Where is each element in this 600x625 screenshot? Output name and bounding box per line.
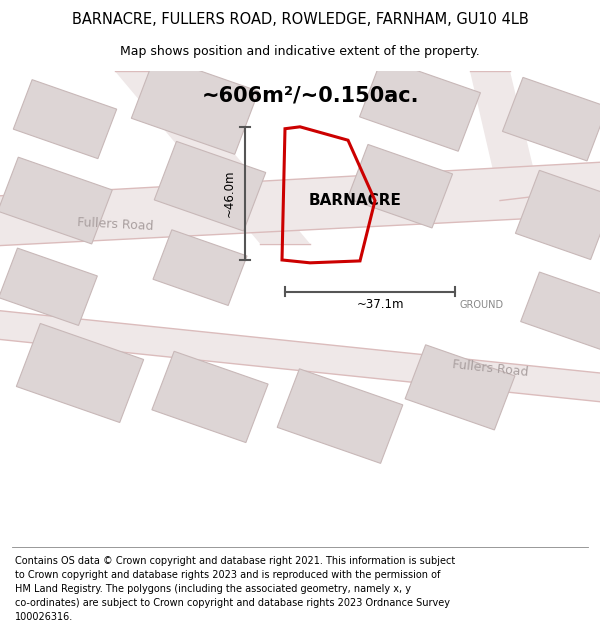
Text: BARNACRE, FULLERS ROAD, ROWLEDGE, FARNHAM, GU10 4LB: BARNACRE, FULLERS ROAD, ROWLEDGE, FARNHA… [71,12,529,28]
Bar [152,351,268,442]
Bar [347,144,452,228]
Bar [277,369,403,463]
Polygon shape [0,162,600,246]
Text: BARNACRE: BARNACRE [308,193,401,208]
Bar [153,230,247,306]
Text: ~37.1m: ~37.1m [356,299,404,311]
Bar [515,171,600,259]
Text: ~606m²/~0.150ac.: ~606m²/~0.150ac. [201,85,419,105]
Bar [0,157,112,244]
Polygon shape [115,71,310,244]
Text: Contains OS data © Crown copyright and database right 2021. This information is : Contains OS data © Crown copyright and d… [15,556,455,622]
Text: ~46.0m: ~46.0m [223,169,235,217]
Bar [16,324,143,422]
Bar [0,248,97,326]
Text: Fullers Road: Fullers Road [77,216,154,233]
Bar [502,78,600,161]
Bar [359,58,481,151]
Polygon shape [470,71,540,201]
Polygon shape [0,311,600,402]
Bar [405,345,515,430]
Bar [131,55,259,154]
Text: GROUND: GROUND [460,300,504,310]
Text: Map shows position and indicative extent of the property.: Map shows position and indicative extent… [120,45,480,58]
Bar [13,79,116,159]
Bar [154,141,266,231]
Bar [521,272,600,349]
Text: Fullers Road: Fullers Road [451,357,529,379]
